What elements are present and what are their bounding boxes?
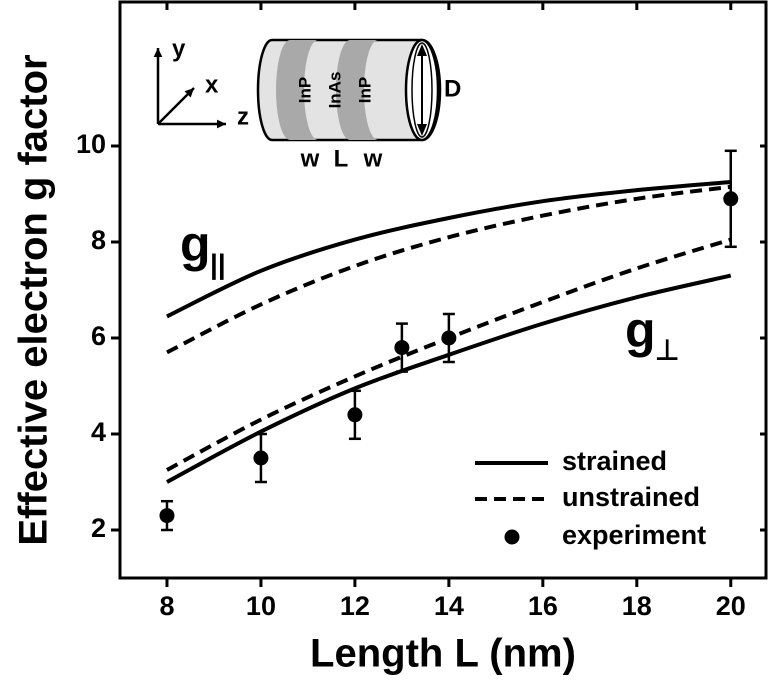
series-line xyxy=(166,180,731,319)
x-tick-label: 18 xyxy=(622,591,652,621)
data-point xyxy=(723,191,739,207)
legend-label: strained xyxy=(562,446,667,476)
y-tick-label: 8 xyxy=(91,225,106,255)
annotation: g xyxy=(625,302,656,358)
x-tick-label: 8 xyxy=(159,591,174,621)
inset-layer: InP xyxy=(355,77,374,103)
y-tick-label: 6 xyxy=(91,321,106,351)
cylinder-band xyxy=(276,40,318,140)
x-tick-label: 20 xyxy=(716,591,746,621)
inset-axis-label: z xyxy=(237,103,249,130)
annotation-subscript: ⊥ xyxy=(655,334,679,365)
y-tick-label: 10 xyxy=(76,129,106,159)
inset-width: w xyxy=(300,145,320,172)
inset-arrowhead xyxy=(184,88,194,98)
x-axis-label: Length L (nm) xyxy=(310,632,576,676)
data-point xyxy=(394,340,410,356)
legend-label: experiment xyxy=(562,520,706,550)
cylinder-rim xyxy=(411,42,433,138)
plot-frame xyxy=(118,0,768,580)
inset-diameter: D xyxy=(444,75,461,102)
legend-label: unstrained xyxy=(562,482,700,512)
data-point xyxy=(441,330,457,346)
x-tick-label: 10 xyxy=(246,591,276,621)
inset-axis-label: y xyxy=(172,35,186,62)
inset-axis-label: x xyxy=(205,71,219,98)
y-tick-label: 4 xyxy=(91,417,106,447)
inset-layer: InP xyxy=(295,77,314,103)
inset-arrowhead xyxy=(153,48,163,58)
inset-width: L xyxy=(334,145,349,172)
x-tick-label: 16 xyxy=(528,591,558,621)
data-point xyxy=(347,407,363,423)
annotation-subscript: || xyxy=(210,248,226,279)
inset-width: w xyxy=(363,145,383,172)
legend-swatch xyxy=(504,529,520,545)
data-point xyxy=(159,508,175,524)
y-tick-label: 2 xyxy=(91,513,106,543)
data-point xyxy=(253,450,269,466)
inset-arrowhead xyxy=(216,119,226,129)
series-line xyxy=(166,184,732,355)
x-tick-label: 12 xyxy=(340,591,370,621)
annotation: g xyxy=(180,216,211,272)
y-axis-label: Effective electron g factor xyxy=(12,54,56,545)
inset-layer: InAs xyxy=(325,72,344,109)
cylinder-band xyxy=(336,40,378,140)
x-tick-label: 14 xyxy=(434,591,464,621)
